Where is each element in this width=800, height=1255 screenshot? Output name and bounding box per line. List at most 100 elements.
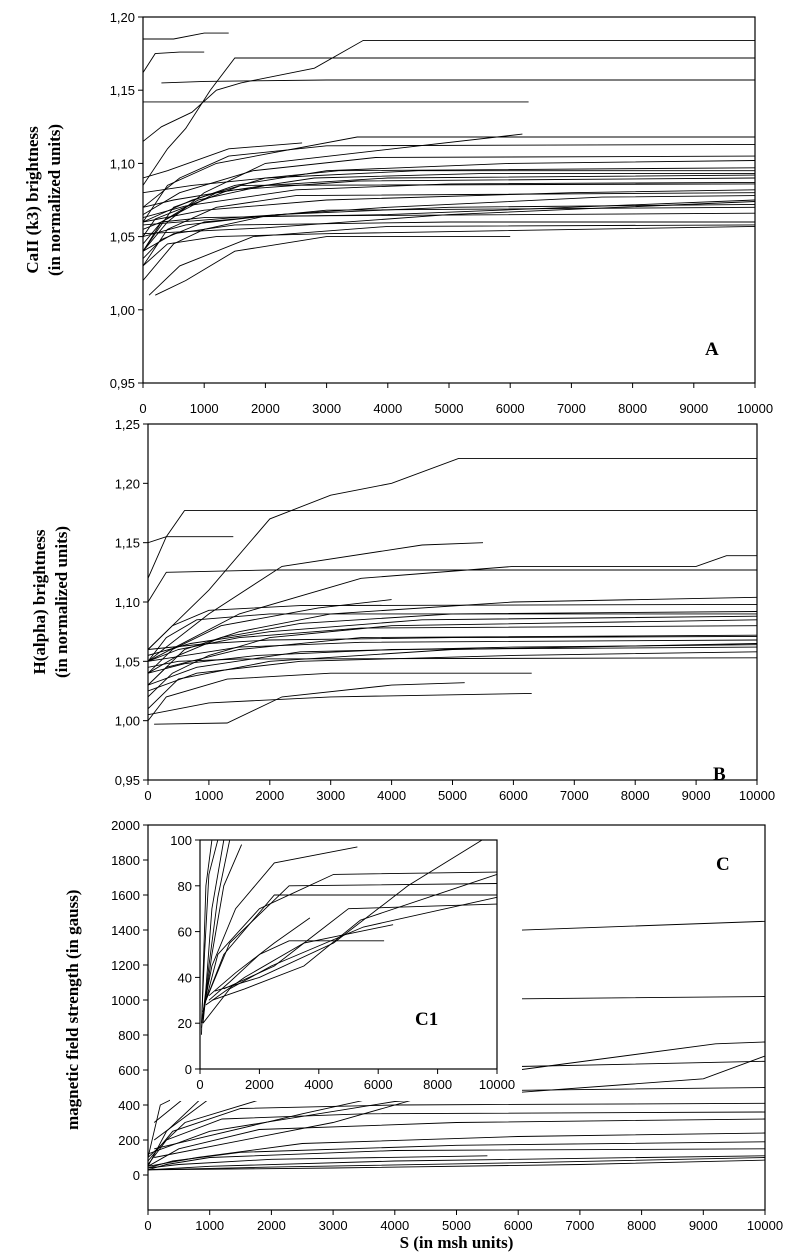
series-line-15: [148, 692, 532, 716]
series-line-7: [148, 611, 757, 674]
series-line-22: [148, 613, 757, 662]
series-line-30: [143, 181, 755, 219]
x-tick-label: 5000: [438, 788, 467, 803]
x-tick-label: 3000: [312, 401, 341, 416]
series-line-11: [208, 940, 385, 1001]
series-group: [148, 920, 765, 1171]
x-tick-label: 3000: [319, 1218, 348, 1233]
series-line-7: [205, 883, 497, 1001]
y-tick-label: 400: [118, 1098, 140, 1113]
series-line-1: [201, 840, 219, 1024]
series-line-21: [148, 603, 757, 650]
series-line-10: [148, 1141, 765, 1169]
y-tick-label: 1,20: [115, 476, 140, 491]
panel-letter: B: [713, 764, 726, 785]
series-line-1: [148, 510, 757, 579]
y-tick-label: 1200: [111, 958, 140, 973]
series-line-6: [148, 1102, 765, 1162]
x-tick-label: 9000: [679, 401, 708, 416]
y-tick-label: 1,10: [110, 156, 135, 171]
series-line-3: [148, 569, 757, 603]
x-tick-label: 0: [144, 788, 151, 803]
series-line-27: [143, 195, 755, 226]
x-tick-label: 2000: [257, 1218, 286, 1233]
x-tick-label: 7000: [565, 1218, 594, 1233]
series-group: [148, 457, 757, 725]
y-tick-label: 100: [170, 833, 192, 848]
y-tick-label: 200: [118, 1133, 140, 1148]
x-tick-label: 0: [144, 1218, 151, 1233]
y-axis-title-line-2: (in normalized units): [52, 526, 71, 678]
y-tick-label: 1,10: [115, 595, 140, 610]
panel-a: 0 1000 2000 3000 4000 5000 6000 7000 8000 9000 100…: [23, 10, 773, 416]
y-axis-title-line-2: (in normalized units): [45, 124, 64, 276]
y-axis-title-line-1: CaII (k3) brightness: [23, 126, 42, 274]
series-line-20: [148, 657, 757, 668]
series-line-5: [202, 846, 358, 1012]
series-line-21: [143, 173, 755, 252]
x-tick-label: 6000: [496, 401, 525, 416]
series-line-7: [148, 1111, 765, 1165]
y-tick-label: 0: [133, 1168, 140, 1183]
series-line-23: [143, 189, 755, 223]
x-tick-label: 0: [196, 1077, 203, 1092]
x-tick-label: 7000: [557, 401, 586, 416]
series-line-4: [161, 79, 755, 84]
x-tick-label: 6000: [499, 788, 528, 803]
series-line-24: [148, 639, 757, 662]
y-axis-title-line-1: H(alpha) brightness: [30, 529, 49, 674]
plot-frame: [199, 839, 498, 1070]
x-tick-label: 10000: [737, 401, 773, 416]
y-tick-label: 1,15: [110, 83, 135, 98]
series-line-5: [148, 555, 757, 662]
series-line-20: [143, 155, 755, 215]
y-tick-label: 0: [185, 1062, 192, 1077]
y-tick-label: 40: [178, 970, 192, 985]
series-line-15: [143, 221, 755, 252]
series-line-23: [148, 644, 757, 686]
series-line-14: [154, 682, 465, 725]
x-tick-label: 1000: [195, 1218, 224, 1233]
y-tick-label: 0,95: [110, 376, 135, 391]
x-tick-label: 8000: [618, 401, 647, 416]
series-line-0: [143, 32, 229, 40]
x-tick-label: 2000: [255, 788, 284, 803]
panel-letter: A: [705, 339, 719, 360]
y-tick-label: 80: [178, 879, 192, 894]
series-line-12: [143, 206, 755, 259]
series-line-14: [143, 199, 755, 230]
y-tick-label: 600: [118, 1063, 140, 1078]
series-line-13: [143, 212, 755, 281]
x-tick-label: 8000: [423, 1077, 452, 1092]
series-line-2: [148, 536, 234, 544]
y-tick-label: 1800: [111, 853, 140, 868]
series-line-4: [148, 1055, 765, 1155]
series-line-15: [202, 896, 497, 1024]
x-tick-label: 10000: [479, 1077, 515, 1092]
series-line-11: [148, 646, 757, 674]
series-line-6: [143, 143, 755, 208]
y-tick-label: 2000: [111, 818, 140, 833]
x-tick-label: 8000: [621, 788, 650, 803]
x-tick-label: 9000: [682, 788, 711, 803]
series-line-3: [143, 57, 755, 186]
panel-c1: 0 2000 4000 6000 8000 10000 0 20 40 60 80 100 C1: [170, 833, 522, 1101]
x-tick-label: 7000: [560, 788, 589, 803]
panel-letter: C: [716, 854, 730, 875]
y-tick-label: 800: [118, 1028, 140, 1043]
series-line-10: [208, 917, 311, 997]
x-tick-label: 0: [139, 401, 146, 416]
series-line-14: [148, 1159, 765, 1171]
series-line-13: [214, 840, 483, 992]
y-tick-label: 1000: [111, 993, 140, 1008]
x-tick-label: 4000: [380, 1218, 409, 1233]
series-line-28: [143, 201, 755, 235]
x-tick-label: 6000: [504, 1218, 533, 1233]
series-line-16: [143, 225, 755, 267]
series-line-18: [148, 599, 392, 674]
series-line-16: [148, 625, 757, 662]
series-line-4: [148, 542, 484, 662]
y-tick-label: 1400: [111, 923, 140, 938]
x-tick-label: 9000: [689, 1218, 718, 1233]
